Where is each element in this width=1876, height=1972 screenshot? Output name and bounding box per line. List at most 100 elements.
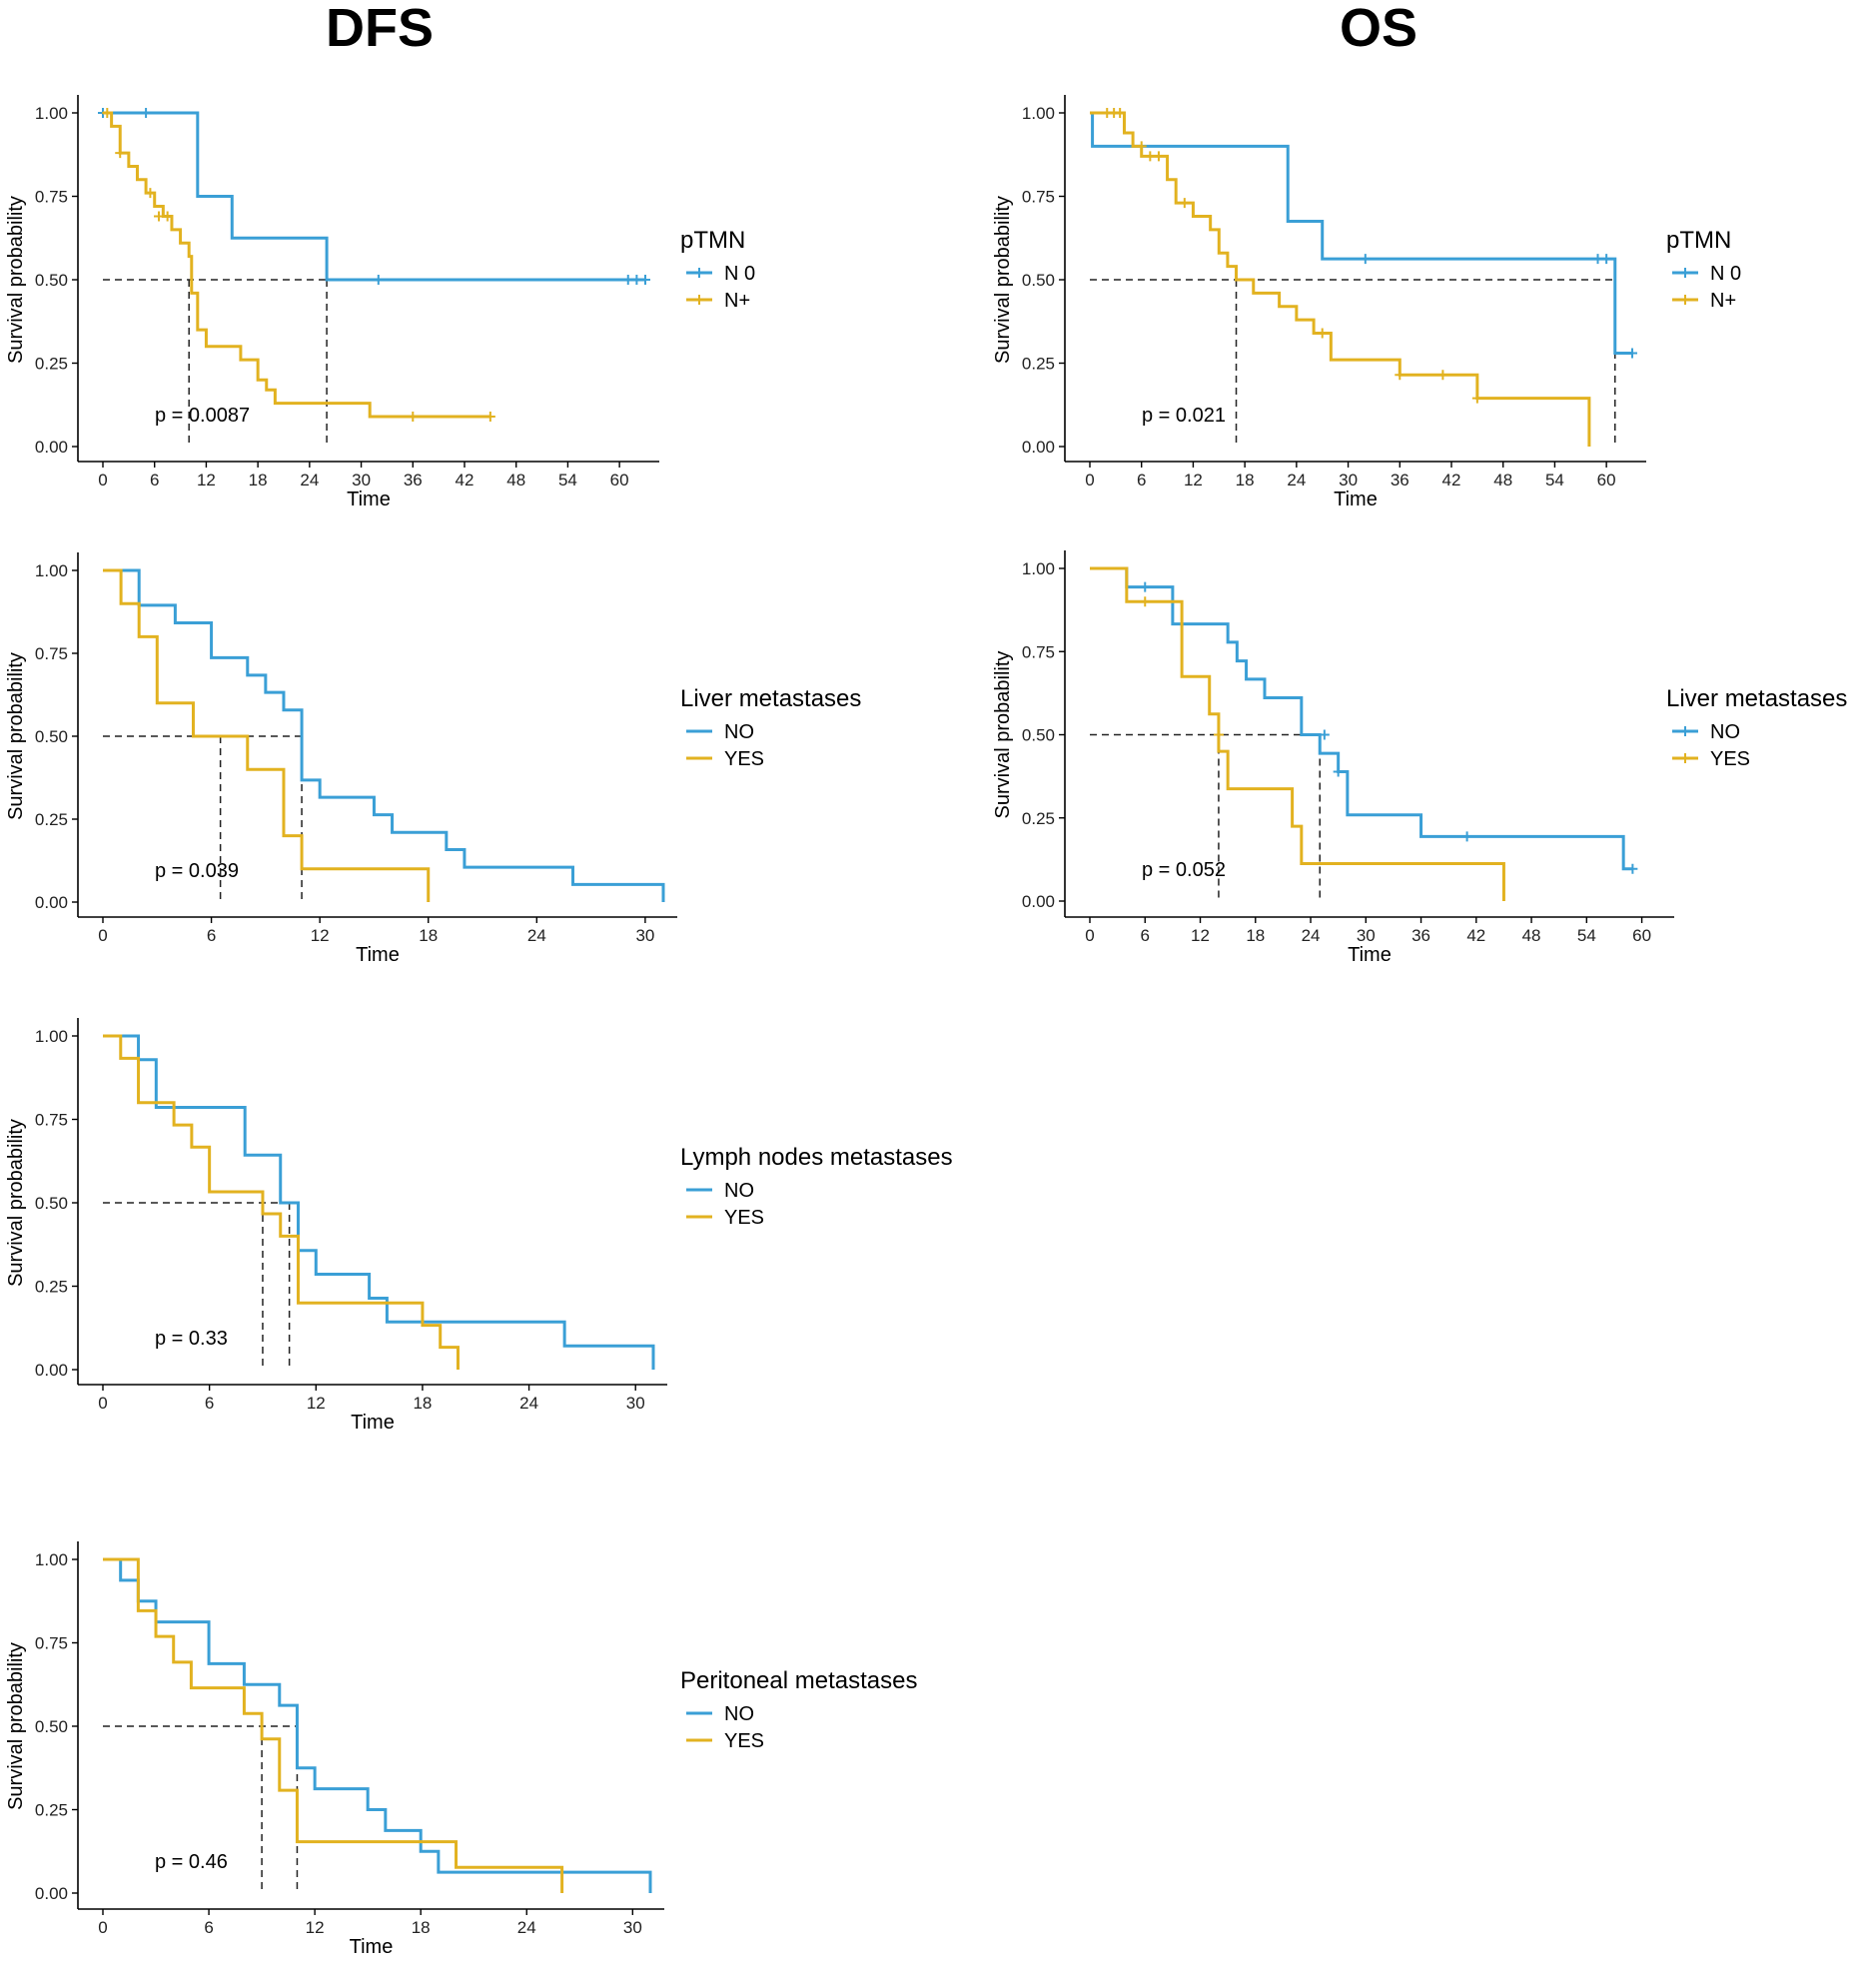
x-tick-label: 24 [300, 471, 319, 490]
y-tick-label: 0.75 [35, 1111, 68, 1130]
y-tick-label: 0.50 [35, 1194, 68, 1213]
x-tick-label: 18 [249, 471, 268, 490]
x-tick-label: 0 [98, 471, 107, 490]
y-tick-label: 0.25 [1022, 355, 1055, 374]
x-axis-title: Time [356, 944, 400, 966]
os-column-title: OS [1340, 0, 1417, 58]
x-tick-label: 6 [205, 1394, 214, 1413]
survival-curve-no [103, 568, 665, 902]
censor-mark [631, 275, 642, 285]
x-tick-label: 0 [98, 1394, 107, 1413]
censor-mark [1360, 254, 1371, 265]
x-tick-label: 48 [1493, 471, 1512, 490]
legend-label: YES [724, 1730, 764, 1752]
survival-curve-n-0 [1090, 111, 1632, 355]
x-tick-label: 30 [1357, 926, 1376, 945]
km-panel-dfs_lymph: 0.00 0.25 0.50 0.75 1.00 0 6 12 18 24 30 Time Surviv… [5, 1018, 953, 1434]
km-panel-dfs_perit: 0.00 0.25 0.50 0.75 1.00 0 6 12 18 24 30 Time Surviv… [5, 1541, 917, 1958]
y-axis-title: Survival probability [992, 196, 1014, 364]
y-tick-label: 0.00 [35, 1884, 68, 1903]
censor-mark [145, 188, 156, 199]
survival-curve-yes [103, 1034, 460, 1370]
censor-mark [1213, 729, 1224, 740]
censor-mark [115, 148, 126, 159]
x-tick-label: 36 [1391, 471, 1409, 490]
censor-mark [1592, 254, 1603, 265]
legend-label: N 0 [724, 263, 755, 285]
legend-label: YES [1710, 748, 1750, 770]
censor-mark [1136, 141, 1147, 152]
legend-title: pTMN [1666, 227, 1731, 254]
km-panel-dfs_ptmn: 0.00 0.25 0.50 0.75 1.00 0 6 12 18 24 30 36 42 48 54 60… [5, 95, 755, 510]
x-tick-label: 12 [311, 926, 330, 945]
y-tick-label: 0.75 [35, 188, 68, 207]
censor-mark [1437, 370, 1448, 381]
y-tick-label: 0.25 [1022, 809, 1055, 828]
y-axis-title: Survival probability [5, 1642, 27, 1810]
x-tick-label: 30 [626, 1394, 645, 1413]
survival-curve-yes [103, 568, 431, 902]
x-tick-label: 6 [207, 926, 216, 945]
x-tick-label: 18 [1236, 471, 1255, 490]
y-tick-label: 0.25 [35, 1801, 68, 1820]
censor-mark [1153, 151, 1164, 162]
x-tick-label: 6 [1141, 926, 1150, 945]
x-tick-label: 6 [204, 1918, 213, 1937]
survival-curve-n- [1090, 111, 1591, 447]
legend-title: pTMN [680, 227, 745, 254]
y-tick-label: 0.00 [35, 438, 68, 457]
y-tick-label: 0.00 [35, 893, 68, 912]
censor-mark [154, 211, 165, 222]
y-tick-label: 0.50 [35, 271, 68, 290]
x-tick-label: 60 [1597, 471, 1616, 490]
y-tick-label: 1.00 [35, 104, 68, 123]
km-panel-os_liver: 0.00 0.25 0.50 0.75 1.00 0 6 12 18 24 30 36 42 48 54 60… [992, 550, 1847, 966]
legend-title: Lymph nodes metastases [680, 1144, 953, 1171]
y-tick-label: 0.50 [35, 727, 68, 746]
x-tick-label: 60 [610, 471, 629, 490]
censor-mark [1601, 254, 1612, 265]
x-tick-label: 12 [1191, 926, 1210, 945]
x-tick-label: 0 [1085, 926, 1094, 945]
legend-label: NO [724, 1703, 754, 1725]
x-tick-label: 12 [306, 1918, 325, 1937]
y-tick-label: 1.00 [1022, 559, 1055, 578]
survival-curve-n- [103, 111, 490, 419]
x-axis-title: Time [347, 489, 391, 510]
x-tick-label: 24 [519, 1394, 538, 1413]
p-value-label: p = 0.052 [1142, 859, 1226, 881]
legend-label: YES [724, 1207, 764, 1229]
y-tick-label: 0.75 [35, 1634, 68, 1653]
km-panel-os_ptmn: 0.00 0.25 0.50 0.75 1.00 0 6 12 18 24 30 36 42 48 54 60… [992, 95, 1741, 510]
y-tick-label: 0.00 [1022, 892, 1055, 911]
p-value-label: p = 0.46 [155, 1851, 228, 1873]
y-tick-label: 1.00 [35, 1550, 68, 1569]
x-tick-label: 18 [412, 1918, 431, 1937]
y-axis-title: Survival probability [5, 1119, 27, 1287]
p-value-label: p = 0.021 [1142, 405, 1226, 427]
y-tick-label: 1.00 [1022, 104, 1055, 123]
x-tick-label: 60 [1632, 926, 1651, 945]
censor-mark [141, 108, 152, 118]
dfs-column-title: DFS [326, 0, 434, 58]
y-tick-label: 0.50 [1022, 271, 1055, 290]
y-tick-label: 0.50 [1022, 726, 1055, 745]
y-tick-label: 1.00 [35, 1027, 68, 1046]
legend-title: Liver metastases [1666, 685, 1847, 712]
survival-curve-no [103, 1557, 652, 1893]
y-axis-title: Survival probability [992, 651, 1014, 819]
legend-label: N 0 [1710, 263, 1741, 285]
legend-title: Peritoneal metastases [680, 1667, 917, 1694]
survival-curve-no [1090, 566, 1633, 871]
legend-label: N+ [724, 290, 750, 312]
censor-mark [1395, 370, 1406, 381]
censor-mark [1115, 108, 1126, 118]
x-tick-label: 30 [1339, 471, 1358, 490]
y-tick-label: 0.25 [35, 810, 68, 829]
p-value-label: p = 0.0087 [155, 405, 250, 427]
x-tick-label: 30 [623, 1918, 642, 1937]
y-axis-title: Survival probability [5, 196, 27, 364]
x-tick-label: 48 [1522, 926, 1541, 945]
x-tick-label: 48 [506, 471, 525, 490]
